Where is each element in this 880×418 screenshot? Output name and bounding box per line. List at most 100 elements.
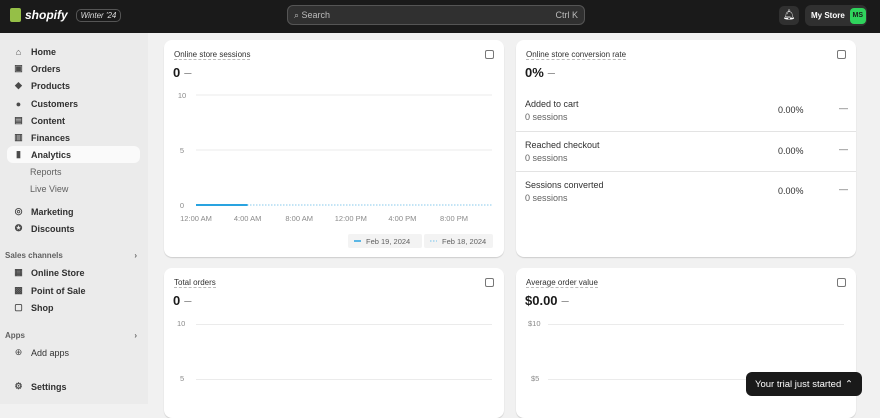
row-label: Reached checkout (525, 140, 600, 150)
search-shortcut: Ctrl K (555, 10, 579, 20)
label: Shop (31, 302, 54, 313)
y-tick: $5 (531, 374, 540, 383)
scrollbar[interactable] (872, 33, 880, 404)
sidebar-item-finances[interactable]: ▥ Finances (7, 129, 140, 146)
apps-header[interactable]: Apps › (5, 331, 137, 340)
x-tick-label: 12:00 AM (180, 214, 212, 223)
chevron-right-icon: › (134, 331, 137, 340)
y-tick-label: 0 (180, 201, 184, 210)
card-title[interactable]: Total orders (174, 278, 216, 288)
label: Discounts (31, 223, 75, 234)
sidebar-item-customers[interactable]: ● Customers (7, 95, 140, 112)
label: Customers (31, 98, 79, 109)
legend-item (424, 234, 493, 248)
trial-toast[interactable]: Your trial just started ⌃ (746, 372, 862, 396)
label: Home (31, 46, 57, 57)
sessions-card: Online store sessions 0– 10 5 0 12:00 AM 4:0… (164, 40, 504, 257)
sidebar-item-live-view[interactable]: Live View (7, 180, 140, 197)
x-tick-label: 8:00 PM (440, 214, 468, 223)
search-placeholder: Search (301, 9, 331, 20)
label: Settings (31, 381, 67, 392)
card-value: 0– (173, 293, 191, 308)
shop-icon: ▢ (14, 302, 23, 312)
card-title[interactable]: Average order value (526, 278, 598, 288)
row-sessions: 0 sessions (525, 193, 568, 203)
sidebar-item-settings[interactable]: ⚙ Settings (7, 378, 140, 395)
sidebar-item-discounts[interactable]: ✪ Discounts (7, 220, 140, 237)
sales-channels-header[interactable]: Sales channels › (5, 251, 137, 260)
sidebar-item-marketing[interactable]: ◎ Marketing (7, 203, 140, 220)
label: Analytics (31, 149, 72, 160)
sidebar-item-content[interactable]: ▤ Content (7, 112, 140, 129)
explore-icon[interactable] (837, 50, 846, 59)
bell-icon[interactable]: 🔔︎ (779, 6, 799, 25)
sidebar-item-online-store[interactable]: ▦ Online Store (7, 264, 140, 281)
gridline (548, 379, 844, 380)
x-tick-label: 4:00 AM (234, 214, 262, 223)
plus-circle-icon: ⊕ (14, 347, 23, 357)
sidebar-item-shop[interactable]: ▢ Shop (7, 299, 140, 316)
label: Products (31, 80, 71, 91)
label: Online Store (31, 267, 85, 278)
row-label: Sessions converted (525, 180, 604, 190)
sidebar-item-home[interactable]: ⌂ Home (7, 43, 140, 60)
chart-icon: ▮ (16, 149, 21, 159)
funnel-row: Added to cart 0 sessions 0.00% — (516, 91, 856, 131)
legend-label: Feb 18, 2024 (442, 237, 486, 246)
label: Finances (31, 132, 71, 143)
search-icon: ⌕ (294, 9, 302, 20)
label: Point of Sale (31, 285, 86, 296)
row-delta: — (839, 103, 848, 113)
store-menu-button[interactable]: My Store MS (805, 5, 867, 26)
x-tick-label: 4:00 PM (388, 214, 416, 223)
person-icon: ● (15, 98, 22, 109)
y-tick-label: 10 (178, 91, 186, 100)
y-tick: $10 (528, 319, 541, 328)
explore-icon[interactable] (485, 278, 494, 287)
sessions-line-chart: 10 5 0 12:00 AM 4:00 AM 8:00 AM 12:00 PM 4:00 P… (178, 91, 493, 248)
row-pct: 0.00% (778, 186, 804, 196)
toast-text: Your trial just started (755, 378, 842, 390)
discount-icon: ✪ (14, 223, 23, 233)
label: Reports (30, 166, 62, 177)
label: Marketing (31, 206, 74, 217)
delta: – (561, 293, 569, 308)
bank-icon: ▥ (14, 132, 23, 142)
sidebar-item-reports[interactable]: Reports (7, 163, 140, 180)
value: 0% (525, 65, 544, 80)
conversion-card: Online store conversion rate 0% – Added t… (516, 40, 856, 257)
content-icon: ▤ (14, 115, 23, 125)
card-value: 0– (173, 65, 191, 80)
card-value: $0.00– (525, 293, 569, 308)
brand: shopify (25, 8, 68, 22)
sidebar-item-point-of-sale[interactable]: ▩ Point of Sale (7, 282, 140, 299)
legend-item (348, 234, 422, 248)
chevron-up-icon: ⌃ (845, 378, 853, 390)
shopify-logo[interactable]: shopify Winter '24 (10, 8, 122, 22)
explore-icon[interactable] (837, 278, 846, 287)
sidebar-item-analytics[interactable]: ▮ Analytics (7, 146, 140, 163)
label: Sales channels (5, 251, 63, 260)
sidebar-item-products[interactable]: ◆ Products (7, 77, 140, 94)
gridline (196, 324, 492, 325)
gridline (548, 324, 844, 325)
x-tick-label: 8:00 AM (285, 214, 313, 223)
store-name: My Store (811, 11, 845, 20)
delta: – (184, 293, 192, 308)
sidebar: ⌂ Home ▣ Orders ◆ Products ● Customers ▤ Cont… (0, 33, 148, 404)
edition-badge: Winter '24 (75, 8, 122, 22)
chevron-right-icon: › (134, 251, 137, 260)
search-input[interactable]: ⌕ Search Ctrl K (287, 5, 585, 25)
pos-icon: ▩ (14, 285, 23, 295)
avatar: MS (849, 7, 866, 24)
tag-icon: ◆ (15, 80, 22, 90)
explore-icon[interactable] (485, 50, 494, 59)
legend-label: Feb 19, 2024 (366, 237, 410, 246)
add-apps-button[interactable]: ⊕ Add apps (7, 344, 140, 361)
home-icon: ⌂ (15, 46, 22, 57)
card-title[interactable]: Online store sessions (174, 50, 251, 60)
label: Add apps (31, 347, 70, 358)
y-tick: 10 (177, 319, 186, 328)
card-title[interactable]: Online store conversion rate (526, 50, 627, 60)
sidebar-item-orders[interactable]: ▣ Orders (7, 60, 140, 77)
